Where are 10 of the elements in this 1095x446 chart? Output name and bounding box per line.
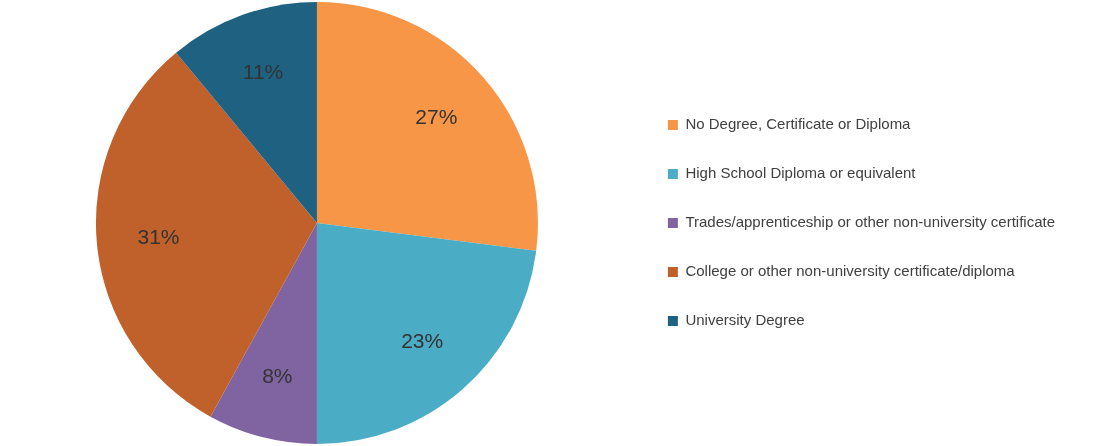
data-label: 11% [242,60,284,84]
legend-label: No Degree, Certificate or Diploma [685,115,912,133]
legend-label: Trades/apprenticeship or other non-university certificate [685,213,1055,231]
data-label: 23% [401,329,444,353]
legend-label: High School Diploma or equivalent [685,164,917,182]
data-label: 8% [262,363,293,387]
legend-label: College or other non-university certificate/diploma [685,262,1016,280]
legend-label: University Degree [685,311,805,329]
data-label: 27% [415,104,458,128]
data-label: 31% [137,224,180,248]
